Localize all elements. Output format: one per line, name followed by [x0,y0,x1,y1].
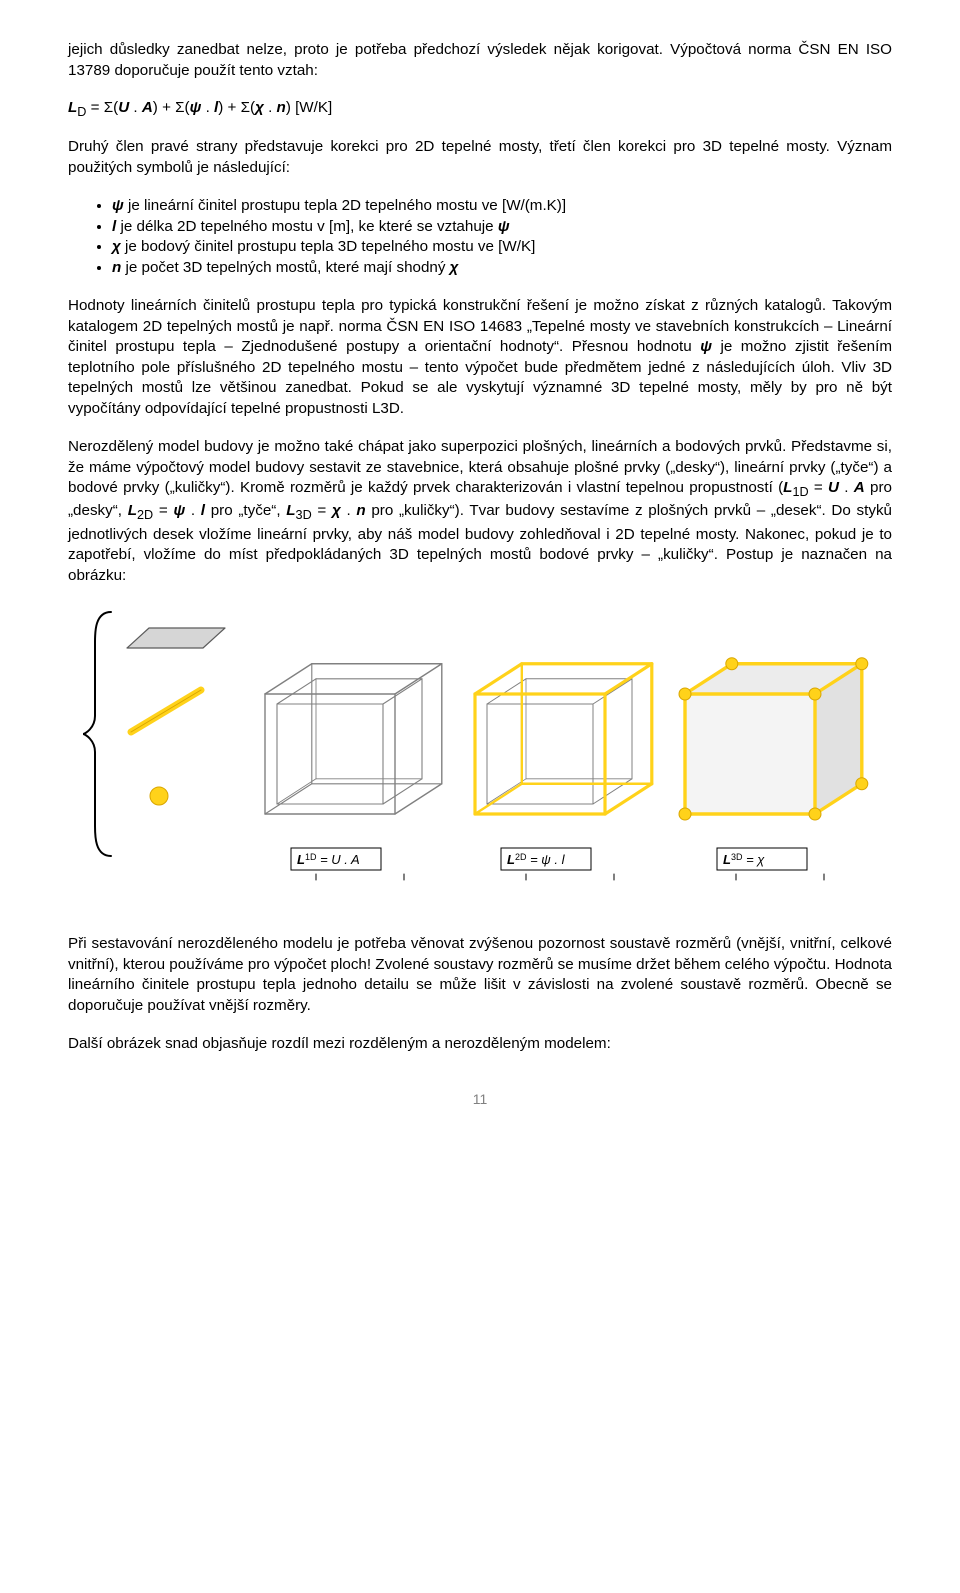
equation-ld: LD = Σ(U . A) + Σ(ψ . l) + Σ(χ . n) [W/K… [68,99,892,119]
paragraph-catalog: Hodnoty lineárních činitelů prostupu tep… [68,296,892,419]
figure-svg: L1D = U . AL2D = ψ . lL3D = χ [75,604,885,914]
symbol-list-item: χ je bodový činitel prostupu tepla 3D te… [112,237,892,258]
symbol-list-item: l je délka 2D tepelného mostu v [m], ke … [112,217,892,238]
page-number: 11 [68,1091,892,1107]
svg-text:L3D = χ: L3D = χ [723,852,765,867]
paragraph-nextfig: Další obrázek snad objasňuje rozdíl mezi… [68,1034,892,1055]
figure-superposition: L1D = U . AL2D = ψ . lL3D = χ [68,604,892,914]
paragraph-intro: jejich důsledky zanedbat nelze, proto je… [68,40,892,81]
document-page: jejich důsledky zanedbat nelze, proto je… [0,0,960,1137]
symbol-list: ψ je lineární činitel prostupu tepla 2D … [68,196,892,278]
symbol-list-item: ψ je lineární činitel prostupu tepla 2D … [112,196,892,217]
paragraph-dimensions: Při sestavování nerozděleného modelu je … [68,934,892,1016]
paragraph-symbols-intro: Druhý člen pravé strany představuje kore… [68,137,892,178]
symbol-list-item: n je počet 3D tepelných mostů, které maj… [112,258,892,279]
paragraph-superposition: Nerozdělený model budovy je možno také c… [68,437,892,586]
